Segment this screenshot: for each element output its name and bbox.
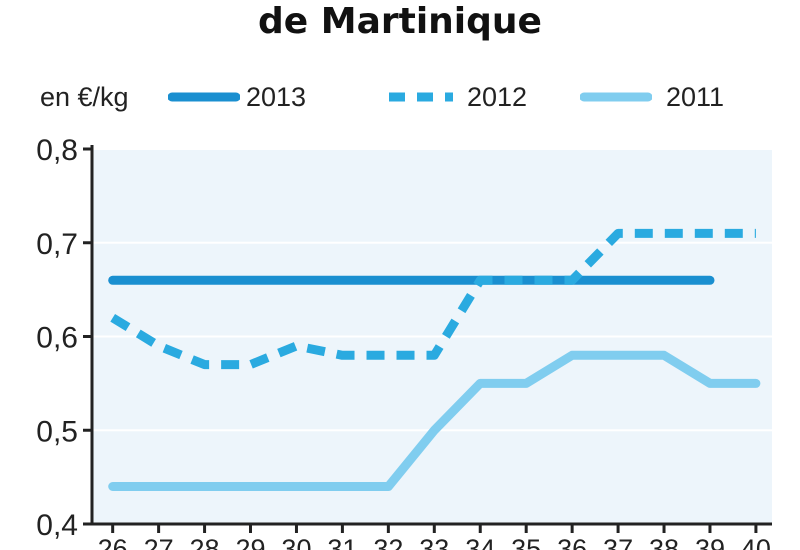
legend-label-2011: 2011 (666, 82, 725, 112)
series-line-2012 (110, 228, 756, 370)
x-tick-label: 30 (281, 534, 311, 550)
y-tick-label: 0,5 (36, 415, 78, 448)
y-tick-label: 0,7 (36, 228, 78, 261)
x-tick-label: 26 (98, 534, 128, 550)
legend-label-2012: 2012 (467, 82, 528, 112)
x-tick-label: 39 (695, 534, 725, 550)
x-tick-label: 33 (419, 534, 449, 550)
x-tick-label: 31 (327, 534, 357, 550)
x-tick-label: 35 (511, 534, 541, 550)
legend-label-2013: 2013 (246, 82, 307, 112)
y-tick-label: 0,4 (36, 509, 78, 542)
x-tick-label: 38 (649, 534, 679, 550)
legend-item-2012: 2012 (385, 80, 555, 114)
x-tick-label: 32 (373, 534, 403, 550)
chart-title: de Martinique (258, 1, 542, 42)
legend-item-2011: 2011 (580, 80, 750, 114)
x-tick-label: 29 (235, 534, 265, 550)
y-tick-label: 0,8 (36, 134, 78, 167)
legend-item-2013: 2013 (168, 80, 328, 114)
x-tick-label: 27 (144, 534, 174, 550)
y-tick-label: 0,6 (36, 322, 78, 355)
legend-swatch-2012 (389, 92, 453, 102)
x-tick-label: 36 (557, 534, 587, 550)
series-line-2011 (108, 350, 761, 491)
unit-label: en €/kg (40, 82, 129, 112)
legend-swatch-2013 (168, 92, 240, 102)
x-tick-label: 40 (741, 534, 771, 550)
x-tick-label: 34 (465, 534, 495, 550)
x-tick-label: 28 (190, 534, 220, 550)
legend-swatch-2011 (580, 92, 652, 102)
x-tick-label: 37 (603, 534, 633, 550)
